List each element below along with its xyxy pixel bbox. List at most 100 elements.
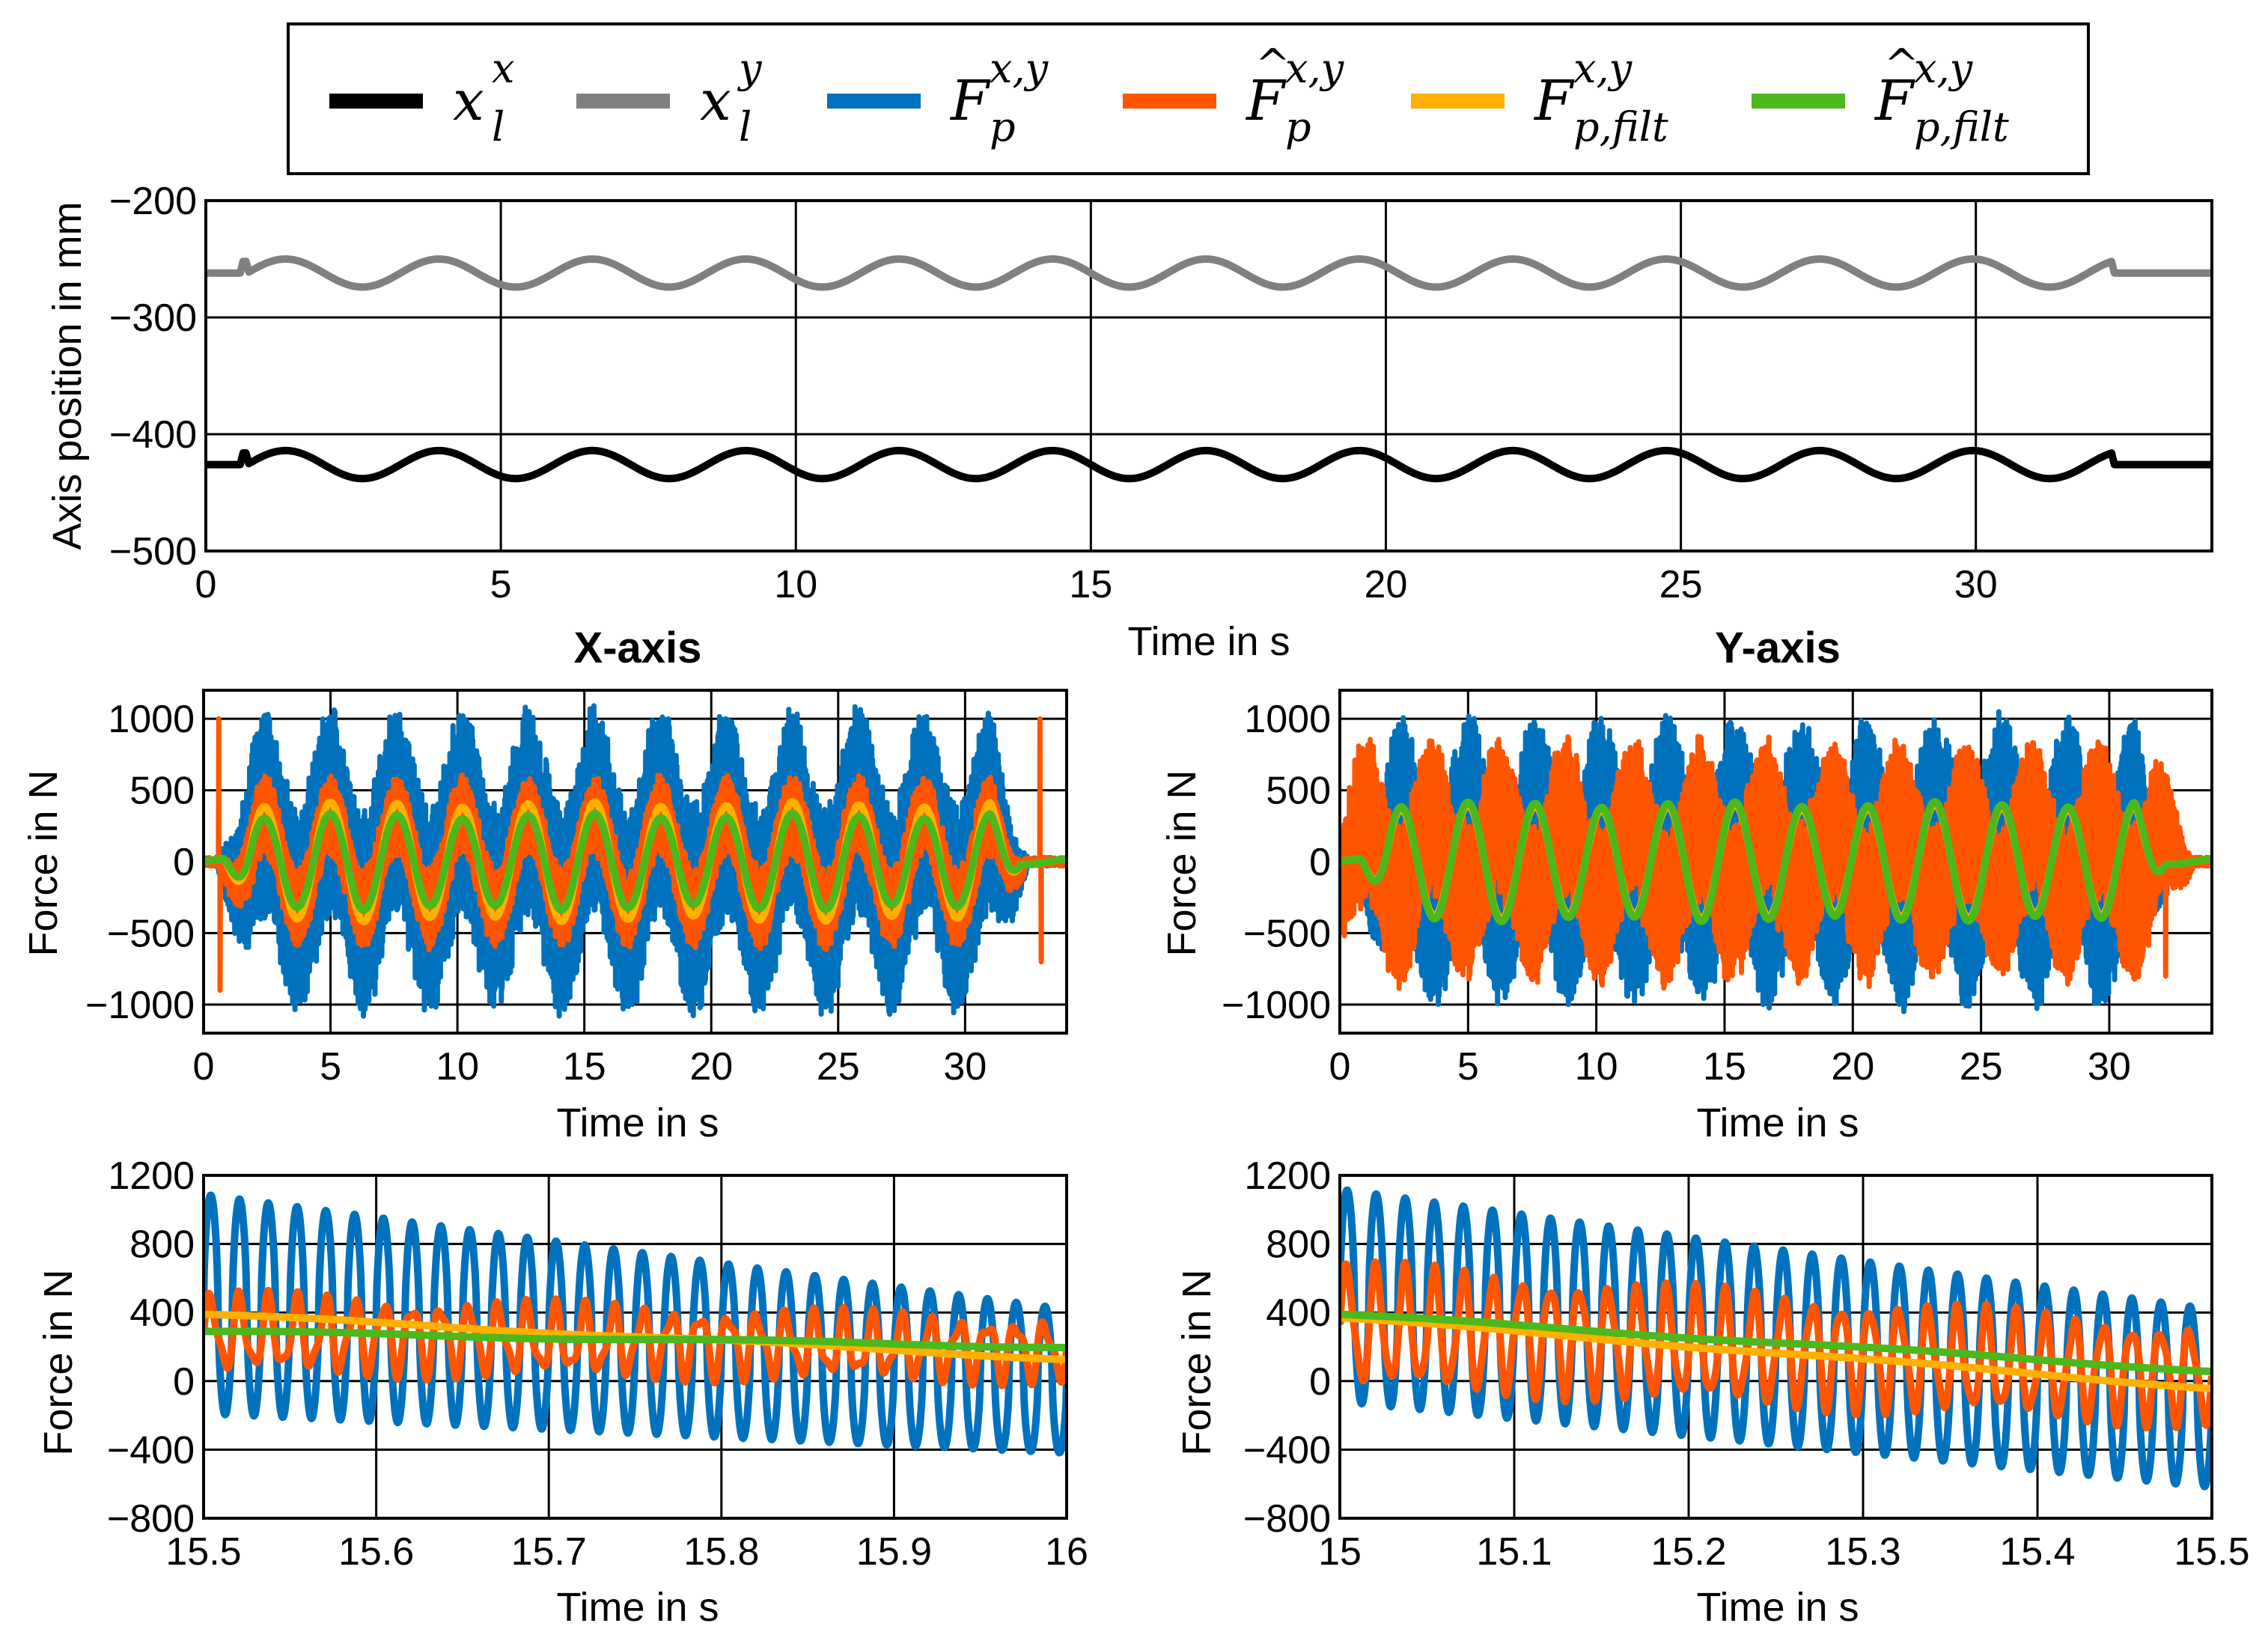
x-force-xtick-label: 30 — [943, 1045, 987, 1089]
legend-fp-hat-filt-sub: p,filt — [1914, 103, 2009, 150]
x-zoom-ylabel: Force in N — [36, 1269, 81, 1455]
legend-xlx-sup: x — [492, 45, 514, 92]
position-xtick-label: 0 — [195, 563, 217, 606]
x-zoom-ytick-label: −800 — [107, 1497, 195, 1541]
y-force-xlabel: Time in s — [1696, 1100, 1859, 1145]
y-zoom-xtick-label: 15.3 — [1825, 1530, 1900, 1574]
y-force-frame — [1338, 689, 2213, 1035]
y-zoom-ytick-label: 400 — [1266, 1291, 1331, 1335]
x-zoom-xtick-label: 15.7 — [511, 1530, 587, 1574]
legend-fp-hat-filt: F^x,y p,filt — [1752, 40, 2009, 150]
y-zoom-ytick-label: −400 — [1243, 1428, 1331, 1472]
x-force-xlabel: Time in s — [556, 1100, 719, 1145]
position-xtick-label: 10 — [774, 563, 817, 606]
x-force-ylabel: Force in N — [21, 770, 66, 956]
legend-fp-base: F — [949, 69, 991, 133]
legend: xxl xyl Fx,yp F^x,yp Fx,yp,filt F^x,yp,filt — [287, 22, 2090, 175]
x-force-xtick-label: 15 — [563, 1045, 606, 1089]
y-zoom-panel: Time in s Force in N 15 15.1 15.2 15.3 15.4 1… — [1174, 1154, 2250, 1630]
x-force-title: X-axis — [574, 624, 702, 672]
position-xtick-label: 20 — [1365, 563, 1408, 606]
position-ytick-label: −300 — [109, 296, 197, 340]
y-force-xtick-label: 0 — [1329, 1045, 1351, 1089]
legend-fp-hat-sub: p — [1285, 103, 1311, 150]
y-force-xtick-label: 10 — [1575, 1045, 1618, 1089]
y-zoom-series-2 — [1340, 1314, 2212, 1392]
x-force-ytick-label: −500 — [107, 912, 195, 955]
y-force-xtick-label: 25 — [1960, 1045, 2003, 1089]
legend-fp-hat-sup: x,y — [1285, 45, 1345, 92]
x-force-ytick-label: 500 — [129, 770, 195, 813]
legend-fp-filt: Fx,y p,filt — [1411, 45, 1668, 150]
y-zoom-xtick-label: 15.1 — [1476, 1530, 1552, 1574]
y-zoom-ytick-label: 800 — [1266, 1223, 1331, 1267]
y-force-xtick-label: 15 — [1703, 1045, 1746, 1089]
position-ytick-label: −200 — [109, 180, 197, 223]
y-force-title: Y-axis — [1715, 624, 1841, 672]
x-zoom-series-3 — [204, 1327, 1067, 1351]
legend-fp-filt-sup: x,y — [1573, 45, 1633, 92]
x-zoom-panel: Time in s Force in N 15.5 15.6 15.7 15.8 15.… — [36, 1154, 1088, 1630]
x-zoom-ytick-label: −400 — [107, 1428, 195, 1472]
y-zoom-xtick-label: 15 — [1318, 1530, 1362, 1574]
y-force-xtick-label: 30 — [2088, 1045, 2131, 1089]
y-force-ytick-label: 0 — [1309, 841, 1331, 884]
position-ytick-label: −500 — [109, 530, 197, 573]
x-zoom-xtick-label: 15.9 — [856, 1530, 932, 1574]
y-force-ytick-label: −1000 — [1222, 984, 1331, 1027]
y-force-ytick-label: −500 — [1243, 912, 1331, 955]
legend-xlx-base: x — [453, 69, 484, 133]
y-force-ytick-label: 1000 — [1244, 698, 1331, 741]
y-force-ylabel: Force in N — [1159, 770, 1204, 956]
x-zoom-xlabel: Time in s — [556, 1585, 719, 1630]
position-xtick-label: 30 — [1954, 563, 1998, 606]
position-xlabel: Time in s — [1127, 619, 1290, 664]
x-force-ytick-label: 0 — [173, 841, 195, 884]
legend-fp-sub: p — [990, 103, 1016, 150]
x-force-xtick-label: 25 — [817, 1045, 860, 1089]
x-force-xtick-label: 0 — [193, 1045, 215, 1089]
legend-fp-hat-filt-sup: x,y — [1914, 45, 1974, 92]
legend-xlx-sub: l — [492, 103, 504, 150]
legend-fp-filt-base: F — [1533, 69, 1575, 133]
x-force-frame — [202, 689, 1068, 1035]
legend-xly: xyl — [576, 45, 763, 150]
x-zoom-ytick-label: 1200 — [108, 1154, 195, 1198]
y-force-panel: Y-axis Time in s Force in N 0 5 10 15 20 25 30… — [1159, 624, 2213, 1145]
x-zoom-xtick-label: 16 — [1045, 1530, 1088, 1574]
legend-fp-hat-filt-hat: ^ — [1884, 40, 1919, 89]
y-zoom-ylabel: Force in N — [1174, 1269, 1219, 1455]
legend-fp: Fx,y p — [827, 45, 1049, 150]
legend-xlx: xxl — [329, 45, 514, 150]
position-ytick-label: −400 — [109, 413, 197, 457]
legend-fp-hat-filt-base: F — [1874, 69, 1915, 133]
x-force-xtick-label: 5 — [320, 1045, 341, 1089]
x-zoom-xtick-label: 15.5 — [165, 1530, 241, 1574]
legend-xly-base: x — [700, 69, 731, 133]
position-xtick-label: 15 — [1069, 563, 1112, 606]
legend-fp-hat-base: F — [1245, 69, 1287, 133]
legend-fp-hat: F^x,y p — [1123, 40, 1345, 150]
position-series-1 — [206, 255, 2212, 291]
y-zoom-series-3 — [1340, 1310, 2212, 1375]
x-zoom-ytick-label: 400 — [129, 1291, 195, 1335]
x-zoom-xtick-label: 15.8 — [683, 1530, 759, 1574]
x-force-ytick-label: 1000 — [108, 698, 195, 741]
x-force-xtick-label: 10 — [436, 1045, 479, 1089]
y-zoom-xtick-label: 15.2 — [1650, 1530, 1726, 1574]
position-frame — [204, 199, 2213, 552]
position-xtick-label: 5 — [490, 563, 512, 606]
legend-xly-sub: l — [739, 103, 752, 150]
y-zoom-ytick-label: −800 — [1243, 1497, 1331, 1541]
y-zoom-xlabel: Time in s — [1696, 1585, 1859, 1630]
legend-xly-sup: y — [737, 45, 763, 92]
legend-fp-sup: x,y — [990, 45, 1049, 92]
y-force-xtick-label: 20 — [1831, 1045, 1874, 1089]
y-force-xtick-label: 5 — [1457, 1045, 1479, 1089]
position-panel: Time in s Axis position in mm 0 5 10 15 20 25… — [45, 180, 2213, 664]
y-zoom-ytick-label: 0 — [1309, 1360, 1331, 1404]
x-force-ytick-label: −1000 — [85, 984, 195, 1027]
x-zoom-ytick-label: 0 — [173, 1360, 195, 1404]
y-zoom-xtick-label: 15.5 — [2174, 1530, 2249, 1574]
position-xtick-label: 25 — [1659, 563, 1703, 606]
